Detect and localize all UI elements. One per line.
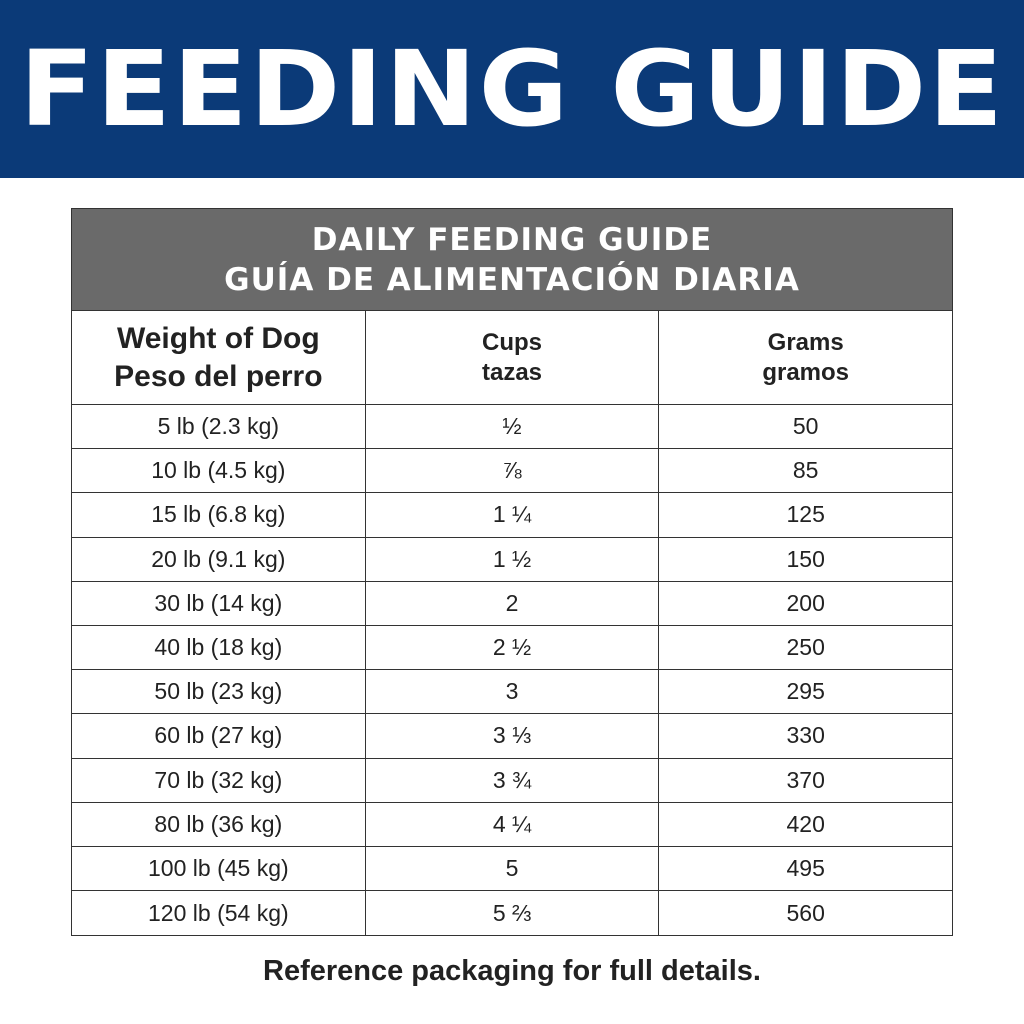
cups-cell: 1 ½	[366, 537, 660, 581]
table-row: 5 lb (2.3 kg) ½ 50	[72, 405, 952, 450]
grams-cell: 295	[786, 678, 825, 705]
cups-cell: ⅞	[366, 449, 660, 493]
column-header-cups: Cups tazas	[366, 311, 660, 404]
cups-cell: 5	[366, 846, 660, 891]
table-title-en: DAILY FEEDING GUIDE	[311, 221, 713, 258]
column-header-grams: Grams gramos	[659, 311, 952, 404]
weight-cell: 20 lb (9.1 kg)	[72, 537, 366, 581]
table-title-es: GUÍA DE ALIMENTACIÓN DIARIA	[224, 261, 800, 298]
table-row: 15 lb (6.8 kg) 1 ¼ 125	[72, 493, 952, 538]
footer-note: Reference packaging for full details.	[263, 955, 761, 987]
banner: FEEDING GUIDE	[0, 0, 1024, 178]
column-header-weight: Weight of Dog Peso del perro	[72, 311, 366, 404]
cups-cell: 1 ¼	[366, 493, 660, 537]
weight-cell: 30 lb (14 kg)	[72, 581, 366, 625]
table-row: 10 lb (4.5 kg) ⅞ 85	[72, 449, 952, 494]
grams-cell: 250	[786, 634, 825, 661]
table-title: DAILY FEEDING GUIDE GUÍA DE ALIMENTACIÓN…	[72, 209, 952, 311]
cups-cell: 5 ⅔	[366, 891, 660, 936]
grams-cell: 560	[786, 899, 825, 926]
grams-cell: 495	[786, 854, 825, 881]
header-en: Cups	[482, 328, 542, 356]
table-row: 80 lb (36 kg) 4 ¼ 420	[72, 802, 952, 847]
weight-cell: 70 lb (32 kg)	[72, 758, 366, 802]
weight-cell: 120 lb (54 kg)	[72, 891, 366, 936]
cups-cell: 2 ½	[366, 625, 660, 670]
table-row: 60 lb (27 kg) 3 ⅓ 330	[72, 714, 952, 759]
table-row: 70 lb (32 kg) 3 ¾ 370	[72, 758, 952, 803]
weight-cell: 15 lb (6.8 kg)	[72, 493, 366, 537]
cups-cell: 2	[366, 581, 660, 625]
header-en: Weight of Dog	[116, 321, 320, 355]
column-header-row: Weight of Dog Peso del perro Cups tazas …	[72, 311, 952, 405]
weight-cell: 10 lb (4.5 kg)	[72, 449, 366, 493]
weight-cell: 40 lb (18 kg)	[72, 625, 366, 670]
page-title: FEEDING GUIDE	[19, 28, 1005, 150]
table-row: 30 lb (14 kg) 2 200	[72, 581, 952, 626]
weight-cell: 80 lb (36 kg)	[72, 802, 366, 846]
table-row: 120 lb (54 kg) 5 ⅔ 560	[72, 891, 952, 936]
grams-cell: 330	[786, 722, 825, 749]
cups-cell: 3 ¾	[366, 758, 660, 802]
cups-cell: 3	[366, 670, 660, 714]
weight-cell: 60 lb (27 kg)	[72, 714, 366, 758]
table-row: 100 lb (45 kg) 5 495	[72, 846, 952, 892]
grams-cell: 420	[786, 810, 825, 837]
weight-cell: 100 lb (45 kg)	[72, 846, 366, 891]
table-row: 50 lb (23 kg) 3 295	[72, 670, 952, 715]
grams-cell: 85	[792, 457, 819, 484]
weight-cell: 50 lb (23 kg)	[72, 670, 366, 714]
header-es: tazas	[481, 358, 543, 386]
cups-cell: 3 ⅓	[366, 714, 660, 758]
grams-cell: 125	[786, 501, 825, 528]
header-es: Peso del perro	[114, 359, 323, 393]
header-es: gramos	[762, 358, 850, 386]
table-row: 20 lb (9.1 kg) 1 ½ 150	[72, 537, 952, 582]
cups-cell: ½	[366, 405, 660, 449]
feeding-table: DAILY FEEDING GUIDE GUÍA DE ALIMENTACIÓN…	[71, 208, 953, 937]
grams-cell: 200	[786, 589, 825, 616]
table-row: 40 lb (18 kg) 2 ½ 250	[72, 625, 952, 671]
table-body: 5 lb (2.3 kg) ½ 50 10 lb (4.5 kg) ⅞ 85 15 lb (…	[72, 405, 952, 936]
weight-cell: 5 lb (2.3 kg)	[72, 405, 366, 449]
grams-cell: 150	[786, 545, 825, 572]
grams-cell: 50	[792, 413, 819, 440]
cups-cell: 4 ¼	[366, 802, 660, 846]
grams-cell: 370	[786, 766, 825, 793]
header-en: Grams	[767, 328, 844, 356]
